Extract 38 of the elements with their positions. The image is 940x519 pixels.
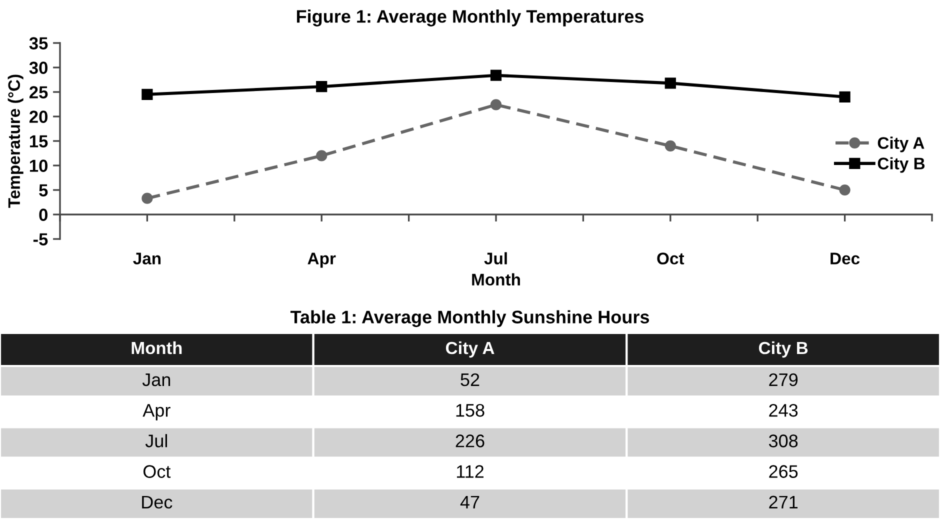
chart-title: Figure 1: Average Monthly Temperatures — [296, 10, 644, 26]
y-tick-label: 10 — [30, 160, 48, 172]
x-tick-label: Jul — [484, 252, 507, 264]
series-label: City B — [758, 341, 808, 358]
series-label: City A — [446, 341, 494, 358]
data-label: 279 — [769, 373, 798, 386]
data-label: 158 — [456, 404, 484, 417]
x-tick-label: Apr — [308, 252, 336, 268]
data-label: 226 — [456, 434, 484, 448]
data-label: 112 — [456, 465, 484, 478]
y-tick-label: 35 — [29, 37, 48, 50]
data-label: 52 — [460, 373, 480, 386]
y-tick-label: 5 — [39, 184, 48, 196]
y-tick-label: 15 — [30, 135, 48, 148]
text: Month — [132, 341, 182, 354]
x-tick-label: Dec — [830, 252, 860, 264]
category-label: Oct — [143, 465, 171, 478]
x-tick-label: Oct — [657, 252, 684, 264]
x-axis-title: Month — [472, 273, 520, 286]
y-tick-label: 20 — [29, 110, 48, 123]
y-axis-title: Temperature (°C) — [8, 74, 24, 208]
legend-label: City A — [878, 136, 924, 152]
category-label: Jul — [145, 434, 167, 448]
legend-label: City B — [878, 157, 925, 173]
text: Table 1: Average Monthly Sunshine Hours — [290, 310, 650, 328]
y-tick-label: 25 — [29, 86, 48, 98]
category-label: Dec — [142, 496, 172, 509]
y-tick-label: 0 — [39, 208, 48, 221]
y-tick-label: -5 — [33, 233, 48, 246]
data-label: 271 — [769, 496, 798, 508]
category-label: Apr — [142, 404, 170, 420]
data-label: 308 — [768, 434, 798, 448]
data-label: 243 — [769, 404, 798, 417]
category-label: Jan — [142, 374, 170, 386]
data-label: 265 — [769, 465, 798, 478]
data-label: 47 — [460, 496, 480, 508]
y-tick-label: 30 — [29, 62, 48, 74]
x-tick-label: Jan — [133, 252, 161, 264]
